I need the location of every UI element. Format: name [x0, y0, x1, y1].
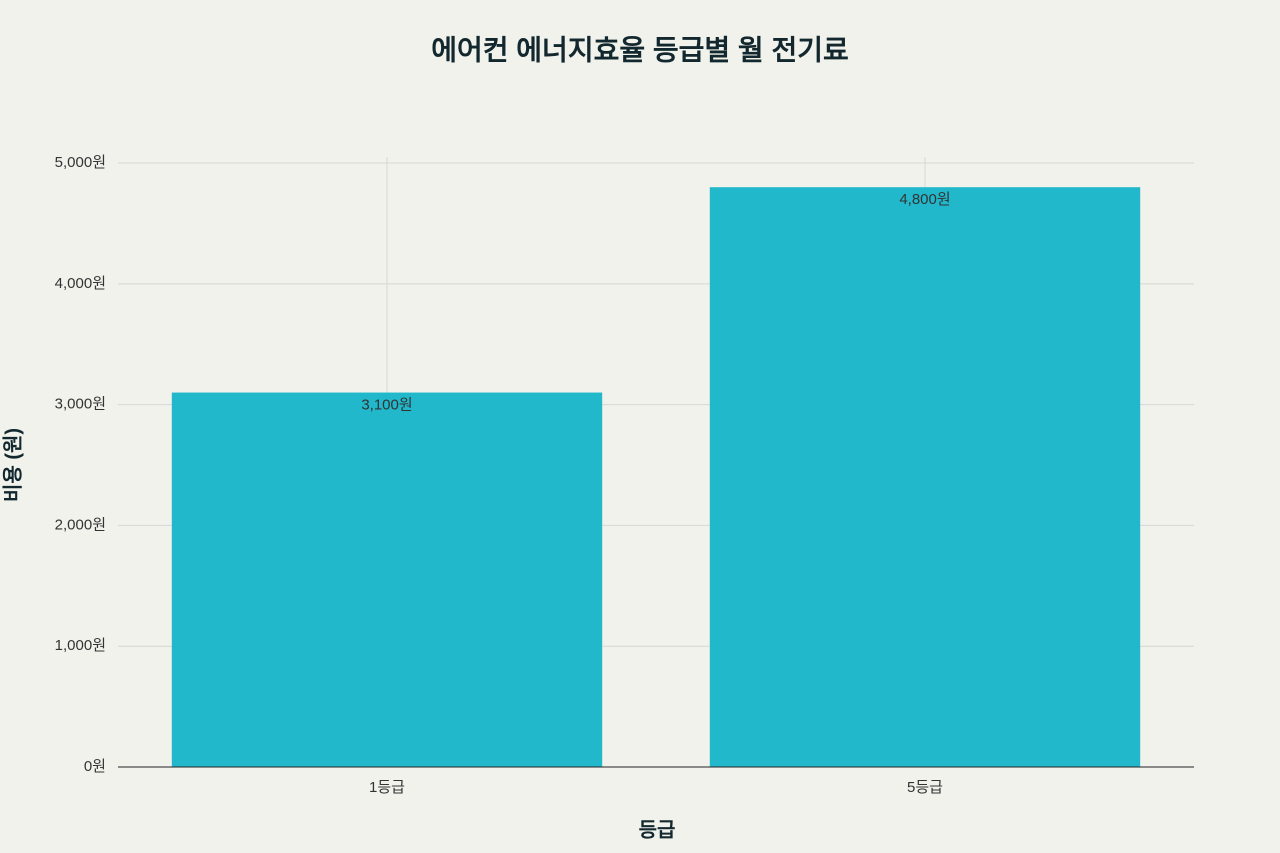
y-tick-label: 4,000원	[55, 275, 106, 292]
bar	[171, 392, 603, 767]
y-tick-label: 5,000원	[55, 154, 106, 171]
y-tick-label: 2,000원	[55, 516, 106, 533]
y-tick-label: 1,000원	[55, 637, 106, 654]
y-axis-title: 비용 (원)	[1, 428, 24, 502]
bar	[709, 187, 1141, 768]
y-tick-label: 0원	[84, 758, 106, 775]
chart-title: 에어컨 에너지효율 등급별 월 전기료	[431, 34, 849, 65]
x-tick-label: 5등급	[907, 779, 943, 796]
value-label: 3,100원	[361, 397, 412, 414]
value-label: 4,800원	[899, 191, 950, 208]
x-tick-label: 1등급	[369, 779, 405, 796]
x-axis-title: 등급	[639, 819, 676, 841]
y-tick-label: 3,000원	[55, 396, 106, 413]
